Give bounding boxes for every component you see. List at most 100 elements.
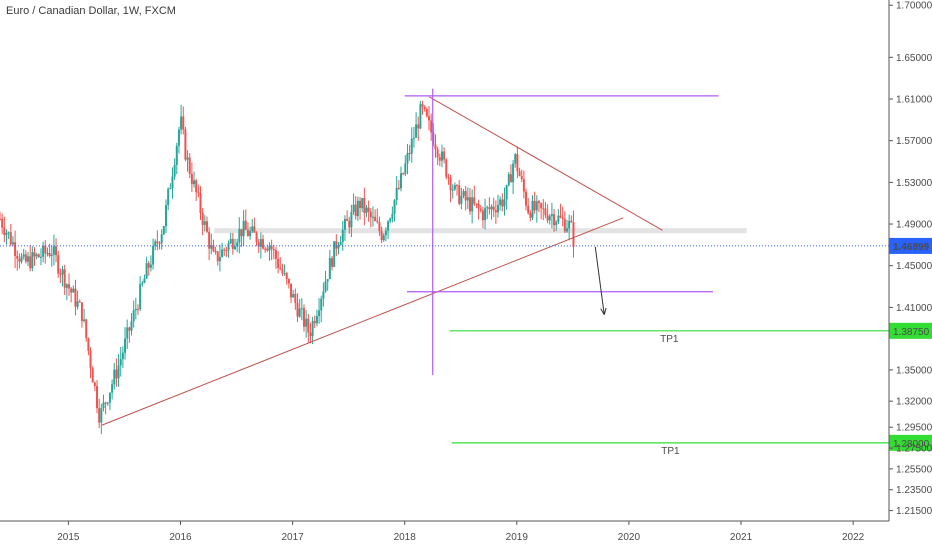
- candle-body: [102, 402, 105, 409]
- candle-body: [33, 252, 36, 257]
- candle-body: [331, 258, 334, 267]
- candle-body: [277, 258, 280, 268]
- candle-body: [492, 206, 495, 211]
- candle-body: [44, 245, 47, 254]
- candle-body: [473, 197, 476, 204]
- candle-body: [236, 242, 239, 247]
- candle-body: [468, 197, 471, 212]
- y-tick-label: 1.32000: [896, 397, 932, 408]
- last-price-label: 1.46899: [893, 242, 930, 253]
- candle-body: [143, 278, 146, 283]
- candle-body: [479, 208, 482, 211]
- candle-body: [227, 243, 230, 251]
- candle-body: [37, 254, 40, 258]
- candle-body: [568, 220, 571, 229]
- candle-body: [244, 220, 247, 230]
- candle-body: [124, 338, 127, 353]
- candle-body: [132, 310, 135, 322]
- candle-body: [563, 218, 566, 232]
- candle-body: [466, 197, 469, 201]
- candle-body: [432, 132, 435, 145]
- candle-body: [484, 208, 487, 221]
- candle-body: [490, 206, 493, 210]
- candle-body: [128, 327, 131, 331]
- candle-body: [477, 203, 480, 209]
- candle-body: [63, 269, 66, 288]
- candle-body: [83, 319, 86, 321]
- candle-body: [225, 249, 228, 251]
- candle-body: [145, 263, 148, 279]
- candle-body: [309, 332, 312, 337]
- candle-body: [121, 352, 124, 360]
- x-tick-label: 2015: [57, 532, 80, 543]
- forecast-arrow: [594, 246, 605, 315]
- candle-body: [412, 137, 415, 139]
- candle-body: [542, 208, 545, 210]
- candle-body: [555, 221, 558, 226]
- candle-body: [169, 188, 172, 190]
- take-profit-label: TP1: [660, 334, 679, 345]
- candle-body: [382, 235, 385, 241]
- candle-body: [296, 303, 299, 317]
- candle-body: [421, 104, 424, 107]
- candle-body: [46, 253, 49, 255]
- candle-body: [27, 256, 30, 262]
- candle-body: [221, 249, 224, 257]
- candle-body: [559, 215, 562, 218]
- candle-body: [501, 199, 504, 207]
- candle-body: [48, 253, 51, 256]
- candle-body: [11, 242, 14, 245]
- candle-body: [371, 216, 374, 218]
- candle-body: [80, 302, 83, 321]
- candle-body: [546, 215, 549, 221]
- candle-body: [57, 255, 60, 274]
- candle-body: [443, 151, 446, 160]
- take-profit-label: TP1: [661, 446, 680, 457]
- forecast-arrow-head: [600, 307, 607, 315]
- candle-body: [430, 120, 433, 133]
- candle-body: [52, 246, 55, 255]
- candle-body: [391, 213, 394, 219]
- candle-body: [499, 199, 502, 206]
- candle-body: [246, 229, 249, 237]
- candle-body: [445, 159, 448, 178]
- candle-body: [481, 210, 484, 221]
- candle-body: [240, 229, 243, 237]
- candle-body: [285, 273, 288, 280]
- candle-body: [553, 214, 556, 226]
- candle-body: [415, 124, 418, 138]
- candle-body: [550, 214, 553, 217]
- candle-body: [341, 229, 344, 243]
- candle-body: [5, 232, 8, 235]
- candle-body: [408, 152, 411, 154]
- candle-body: [376, 220, 379, 223]
- y-tick-label: 1.70000: [896, 1, 932, 12]
- candle-body: [214, 251, 217, 253]
- candle-body: [210, 245, 213, 249]
- candle-body: [218, 256, 221, 262]
- candle-body: [212, 245, 215, 252]
- candle-body: [337, 245, 340, 249]
- candle-body: [262, 239, 265, 249]
- candle-body: [505, 185, 508, 200]
- candle-body: [190, 173, 193, 185]
- candle-body: [402, 173, 405, 175]
- candle-body: [525, 191, 528, 206]
- candle-body: [104, 402, 107, 404]
- candle-body: [548, 216, 551, 221]
- candle-body: [70, 288, 73, 293]
- candle-body: [531, 200, 534, 218]
- candle-body: [7, 232, 10, 234]
- candle-body: [96, 385, 99, 409]
- candle-body: [283, 273, 286, 275]
- candle-body: [67, 284, 70, 289]
- candle-body: [294, 294, 297, 304]
- last-price-tag: [889, 237, 932, 254]
- candle-body: [436, 149, 439, 158]
- candle-body: [257, 242, 260, 247]
- candle-body: [18, 258, 21, 262]
- candle-body: [527, 205, 530, 214]
- candle-body: [154, 241, 157, 246]
- triangle-trendline: [101, 217, 624, 426]
